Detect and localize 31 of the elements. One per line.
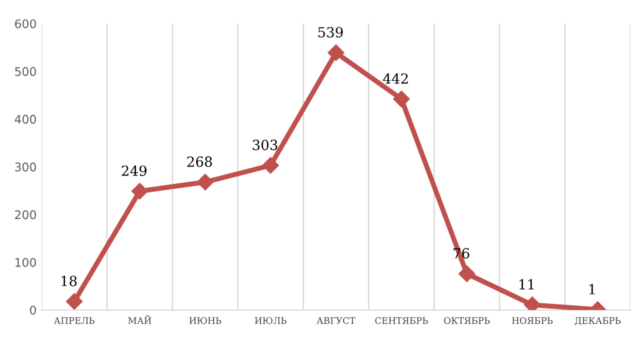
y-tick-label: 100 <box>16 258 36 267</box>
point <box>328 44 344 62</box>
x-tick-label: ОКТЯБРЬ <box>444 317 490 324</box>
x-tick-label: ИЮЛЬ <box>254 317 286 324</box>
point <box>66 293 83 310</box>
y-tick-label: 400 <box>14 114 36 124</box>
data-label: 539 <box>318 27 343 38</box>
data-label: 11 <box>520 279 534 290</box>
y-tick-label: 200 <box>15 210 36 220</box>
data-label: 249 <box>122 165 146 176</box>
y-tick-label: 600 <box>15 19 36 28</box>
point <box>262 157 279 174</box>
x-tick-label: АПРЕЛЬ <box>54 317 94 324</box>
y-tick-label: 0 <box>30 306 36 315</box>
point <box>458 265 476 282</box>
data-label: 268 <box>187 156 212 167</box>
y-tick-label: 300 <box>15 162 36 172</box>
point <box>131 182 148 200</box>
data-label: 303 <box>252 140 278 150</box>
data-label: 1 <box>589 284 595 294</box>
x-tick-label: ДЕКАБРЬ <box>574 317 621 326</box>
x-tick-label: ИЮНЬ <box>189 317 222 324</box>
point <box>393 90 410 108</box>
data-label: 442 <box>383 73 408 84</box>
point <box>196 174 214 190</box>
x-tick-label: АВГУСТ <box>316 317 356 324</box>
data-label: 18 <box>62 276 77 286</box>
y-tick-label: 500 <box>15 67 36 76</box>
x-tick-label: НОЯБРЬ <box>512 317 553 324</box>
x-tick-label: СЕНТЯБРЬ <box>375 317 428 324</box>
x-tick-label: МАЙ <box>128 315 152 324</box>
